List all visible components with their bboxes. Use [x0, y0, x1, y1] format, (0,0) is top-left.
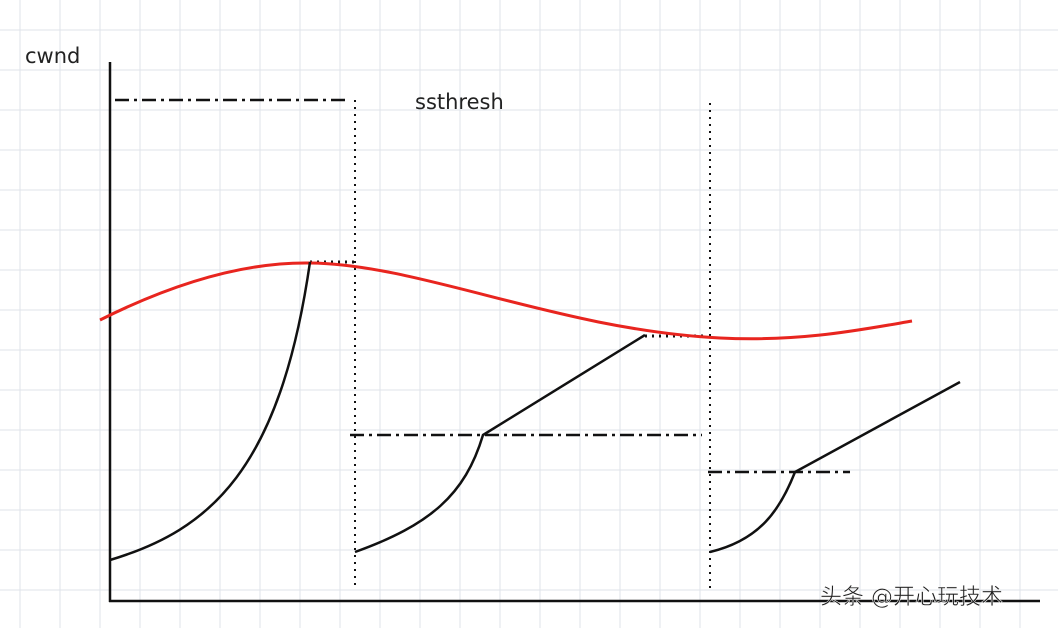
cwnd-curve — [709, 380, 961, 554]
bandwidth-curve — [99, 261, 913, 341]
ssthresh-lines — [115, 98, 850, 474]
cwnd-curve — [354, 333, 646, 554]
cwnd-curve — [109, 261, 312, 562]
watermark: 头条 @开心玩技术 — [820, 585, 1003, 610]
ssthresh-label: ssthresh — [415, 90, 504, 114]
cwnd-curves — [109, 261, 961, 562]
dotted-lines — [310, 100, 711, 588]
y-axis-label: cwnd — [25, 44, 80, 68]
